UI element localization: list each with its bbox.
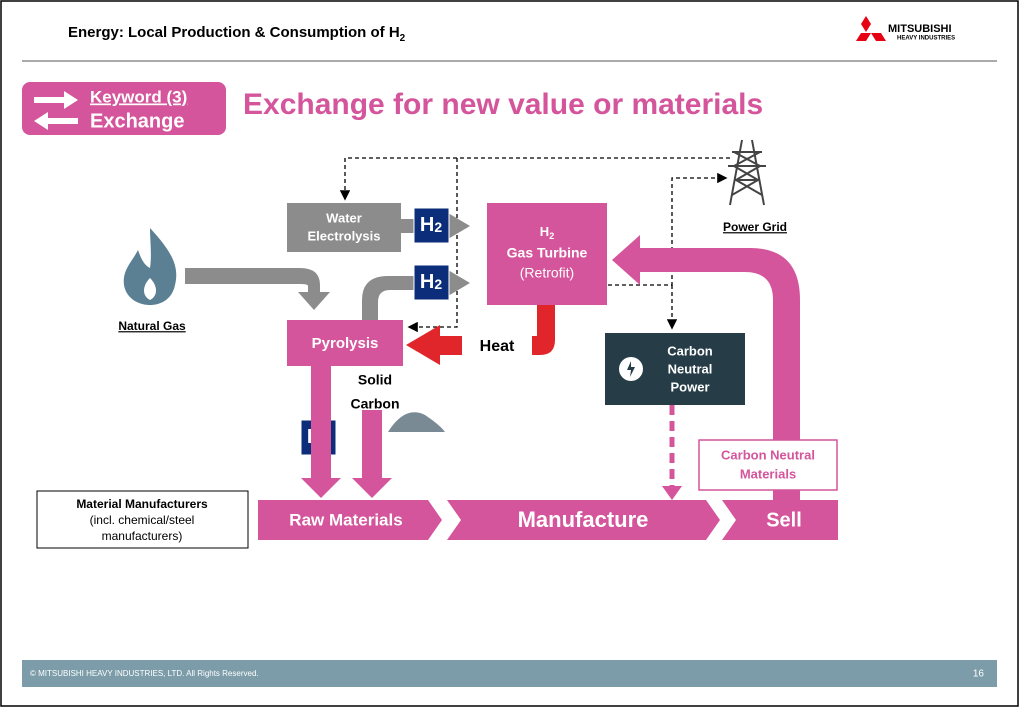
node-label: Natural Gas	[118, 319, 186, 333]
node-label: Gas Turbine	[507, 245, 588, 261]
h2-badge	[413, 207, 450, 244]
node-label: (incl. chemical/steel	[90, 513, 195, 527]
heat-label: Heat	[480, 338, 515, 355]
node-label: Materials	[740, 466, 796, 481]
flame-icon	[123, 228, 177, 305]
node-label: H2	[540, 224, 554, 241]
makers-box	[36, 490, 249, 549]
flow-chevrons	[258, 500, 838, 540]
flow-label: Manufacture	[518, 507, 649, 532]
node-label: Carbon Neutral	[721, 447, 815, 462]
node-label: Power	[670, 379, 709, 394]
water-box	[287, 203, 401, 252]
turbine-box	[487, 203, 607, 305]
node-label: Carbon	[667, 343, 713, 358]
node-label: Pyrolysis	[312, 335, 379, 352]
power-icon-bolt	[627, 361, 635, 377]
flame-icon-core	[144, 278, 156, 300]
tower-icon	[728, 139, 766, 206]
page-number: 16	[973, 669, 985, 680]
materials-box	[698, 439, 838, 491]
flow-label: Sell	[766, 509, 802, 531]
node-label: Water	[326, 210, 362, 225]
node-label: Electrolysis	[308, 228, 381, 243]
flow-label: Raw Materials	[289, 510, 402, 529]
h2-badge	[413, 264, 450, 301]
node-label: Carbon	[351, 396, 400, 412]
logo: MITSUBISHI HEAVY INDUSTRIES	[856, 16, 955, 42]
h2-label: H2	[420, 214, 442, 236]
keyword-word: Exchange	[90, 110, 184, 132]
svg-text:MITSUBISHI: MITSUBISHI	[888, 23, 952, 35]
keyword-label: Keyword (3)	[90, 87, 187, 106]
node-label: (Retrofit)	[520, 265, 574, 281]
pyrolysis-box	[287, 320, 403, 366]
header-title: Energy: Local Production & Consumption o…	[68, 24, 406, 44]
node-label: Neutral	[668, 361, 713, 376]
node-label: Solid	[358, 372, 392, 388]
footer-bar	[22, 660, 997, 687]
carbon-pile	[388, 412, 445, 432]
svg-text:HEAVY INDUSTRIES: HEAVY INDUSTRIES	[897, 36, 955, 42]
node-label: Power Grid	[723, 220, 787, 234]
node-label: manufacturers)	[102, 529, 183, 543]
h2-label: H2	[420, 271, 442, 293]
copyright: © MITSUBISHI HEAVY INDUSTRIES, LTD. All …	[30, 669, 259, 678]
slide-title: Exchange for new value or materials	[243, 88, 763, 121]
exchange-icon	[34, 91, 78, 130]
down-arrows	[301, 366, 392, 498]
power-link-head	[662, 486, 682, 500]
heat-label-bg	[462, 335, 532, 357]
node-label: Material Manufacturers	[76, 497, 208, 511]
